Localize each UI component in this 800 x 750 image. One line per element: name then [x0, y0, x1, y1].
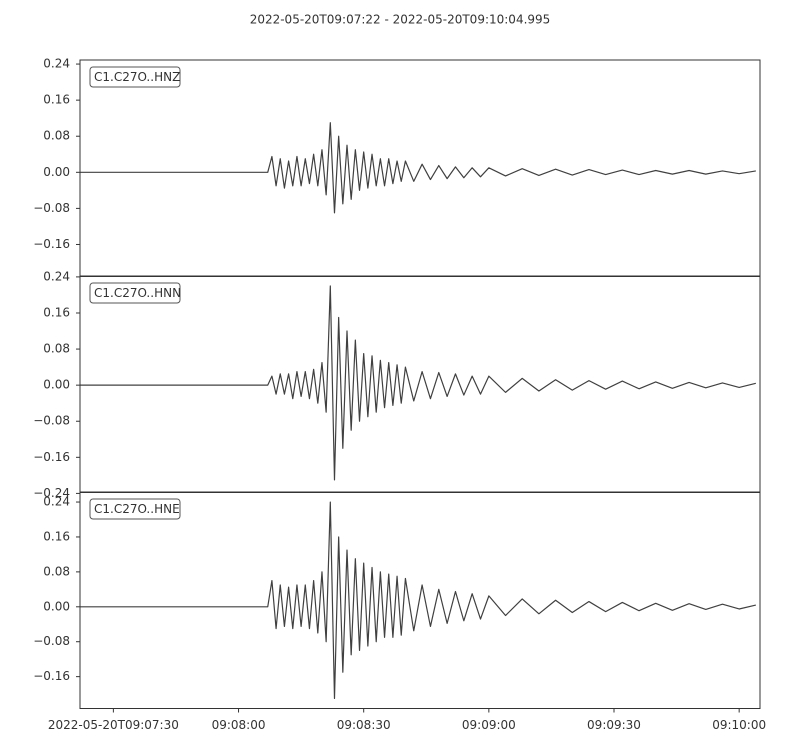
x-tick-label: 09:10:00 — [712, 718, 766, 732]
y-tick-label: 0.08 — [43, 342, 70, 356]
y-tick-label: 0.08 — [43, 129, 70, 143]
waveform — [80, 285, 756, 481]
y-tick-label: −0.08 — [33, 201, 70, 215]
x-tick-label: 2022-05-20T09:07:30 — [48, 718, 179, 732]
x-tick-label: 09:09:00 — [462, 718, 516, 732]
y-tick-label: 0.00 — [43, 599, 70, 613]
y-tick-label: −0.16 — [33, 450, 70, 464]
trace-label: C1.C27O..HNZ — [94, 70, 180, 84]
label-box — [89, 66, 181, 88]
panel — [80, 501, 756, 700]
panel-frame — [79, 491, 761, 709]
x-tick-label: 09:08:30 — [337, 718, 391, 732]
y-tick-label: −0.08 — [33, 414, 70, 428]
y-tick-label: 0.16 — [43, 305, 70, 319]
y-tick-label: 0.24 — [43, 495, 70, 509]
x-tick-label: 09:08:00 — [212, 718, 266, 732]
waveform — [80, 122, 756, 214]
y-tick-label: 0.00 — [43, 378, 70, 392]
y-tick-label: −0.08 — [33, 634, 70, 648]
y-tick-label: −0.16 — [33, 237, 70, 251]
y-tick-label: 0.24 — [43, 57, 70, 71]
y-tick-label: 0.16 — [43, 529, 70, 543]
panel — [80, 122, 756, 214]
chart-title: 2022-05-20T09:07:22 - 2022-05-20T09:10:0… — [250, 13, 551, 27]
panel-frame — [79, 275, 761, 493]
label-box — [89, 282, 181, 304]
y-tick-label: 0.00 — [43, 165, 70, 179]
label-box — [89, 498, 181, 520]
panel — [80, 285, 756, 481]
x-tick-label: 09:09:30 — [587, 718, 641, 732]
y-tick-label: 0.16 — [43, 93, 70, 107]
y-tick-label: 0.24 — [43, 269, 70, 283]
y-tick-label: −0.24 — [33, 486, 70, 500]
trace-label: C1.C27O..HNE — [94, 502, 180, 516]
y-tick-label: 0.08 — [43, 564, 70, 578]
waveform — [80, 501, 756, 700]
trace-label: C1.C27O..HNN — [94, 286, 181, 300]
y-tick-label: −0.16 — [33, 669, 70, 683]
